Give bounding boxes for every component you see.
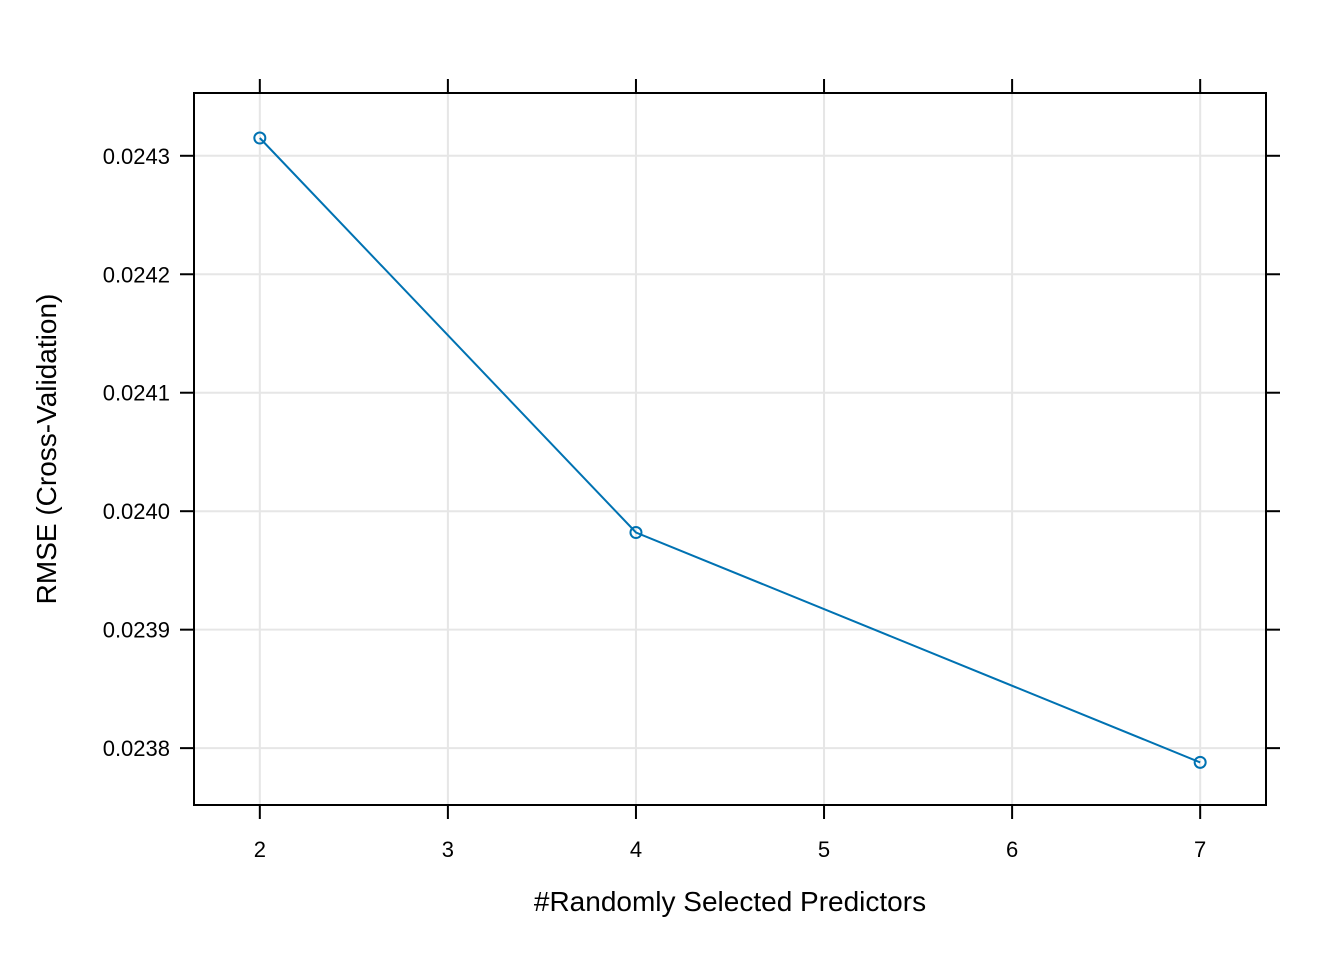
x-tick-label: 4 bbox=[630, 837, 642, 862]
y-tick-label: 0.0243 bbox=[103, 144, 170, 169]
y-tick-label: 0.0238 bbox=[103, 736, 170, 761]
x-tick-label: 2 bbox=[254, 837, 266, 862]
data-point bbox=[253, 131, 267, 145]
x-axis-label: #Randomly Selected Predictors bbox=[534, 886, 926, 917]
y-tick-label: 0.0239 bbox=[103, 618, 170, 643]
grid bbox=[194, 93, 1266, 805]
y-tick-label: 0.0242 bbox=[103, 262, 170, 287]
ticks bbox=[180, 79, 1280, 819]
plot-frame bbox=[193, 92, 1267, 806]
y-tick-label: 0.0241 bbox=[103, 381, 170, 406]
y-axis-label: RMSE (Cross-Validation) bbox=[31, 294, 62, 605]
x-tick-label: 3 bbox=[442, 837, 454, 862]
x-tick-label: 6 bbox=[1006, 837, 1018, 862]
series-line bbox=[259, 137, 1201, 764]
series-layer bbox=[253, 131, 1207, 769]
tick-labels: 2 3 4 5 6 7 0.0238 0.0239 0.0240 0.0241 0.0242 0.02… bbox=[103, 144, 1207, 862]
y-tick-label: 0.0240 bbox=[103, 499, 170, 524]
data-point bbox=[1193, 755, 1207, 769]
x-tick-label: 7 bbox=[1194, 837, 1206, 862]
x-tick-label: 5 bbox=[818, 837, 830, 862]
data-point bbox=[629, 526, 643, 540]
